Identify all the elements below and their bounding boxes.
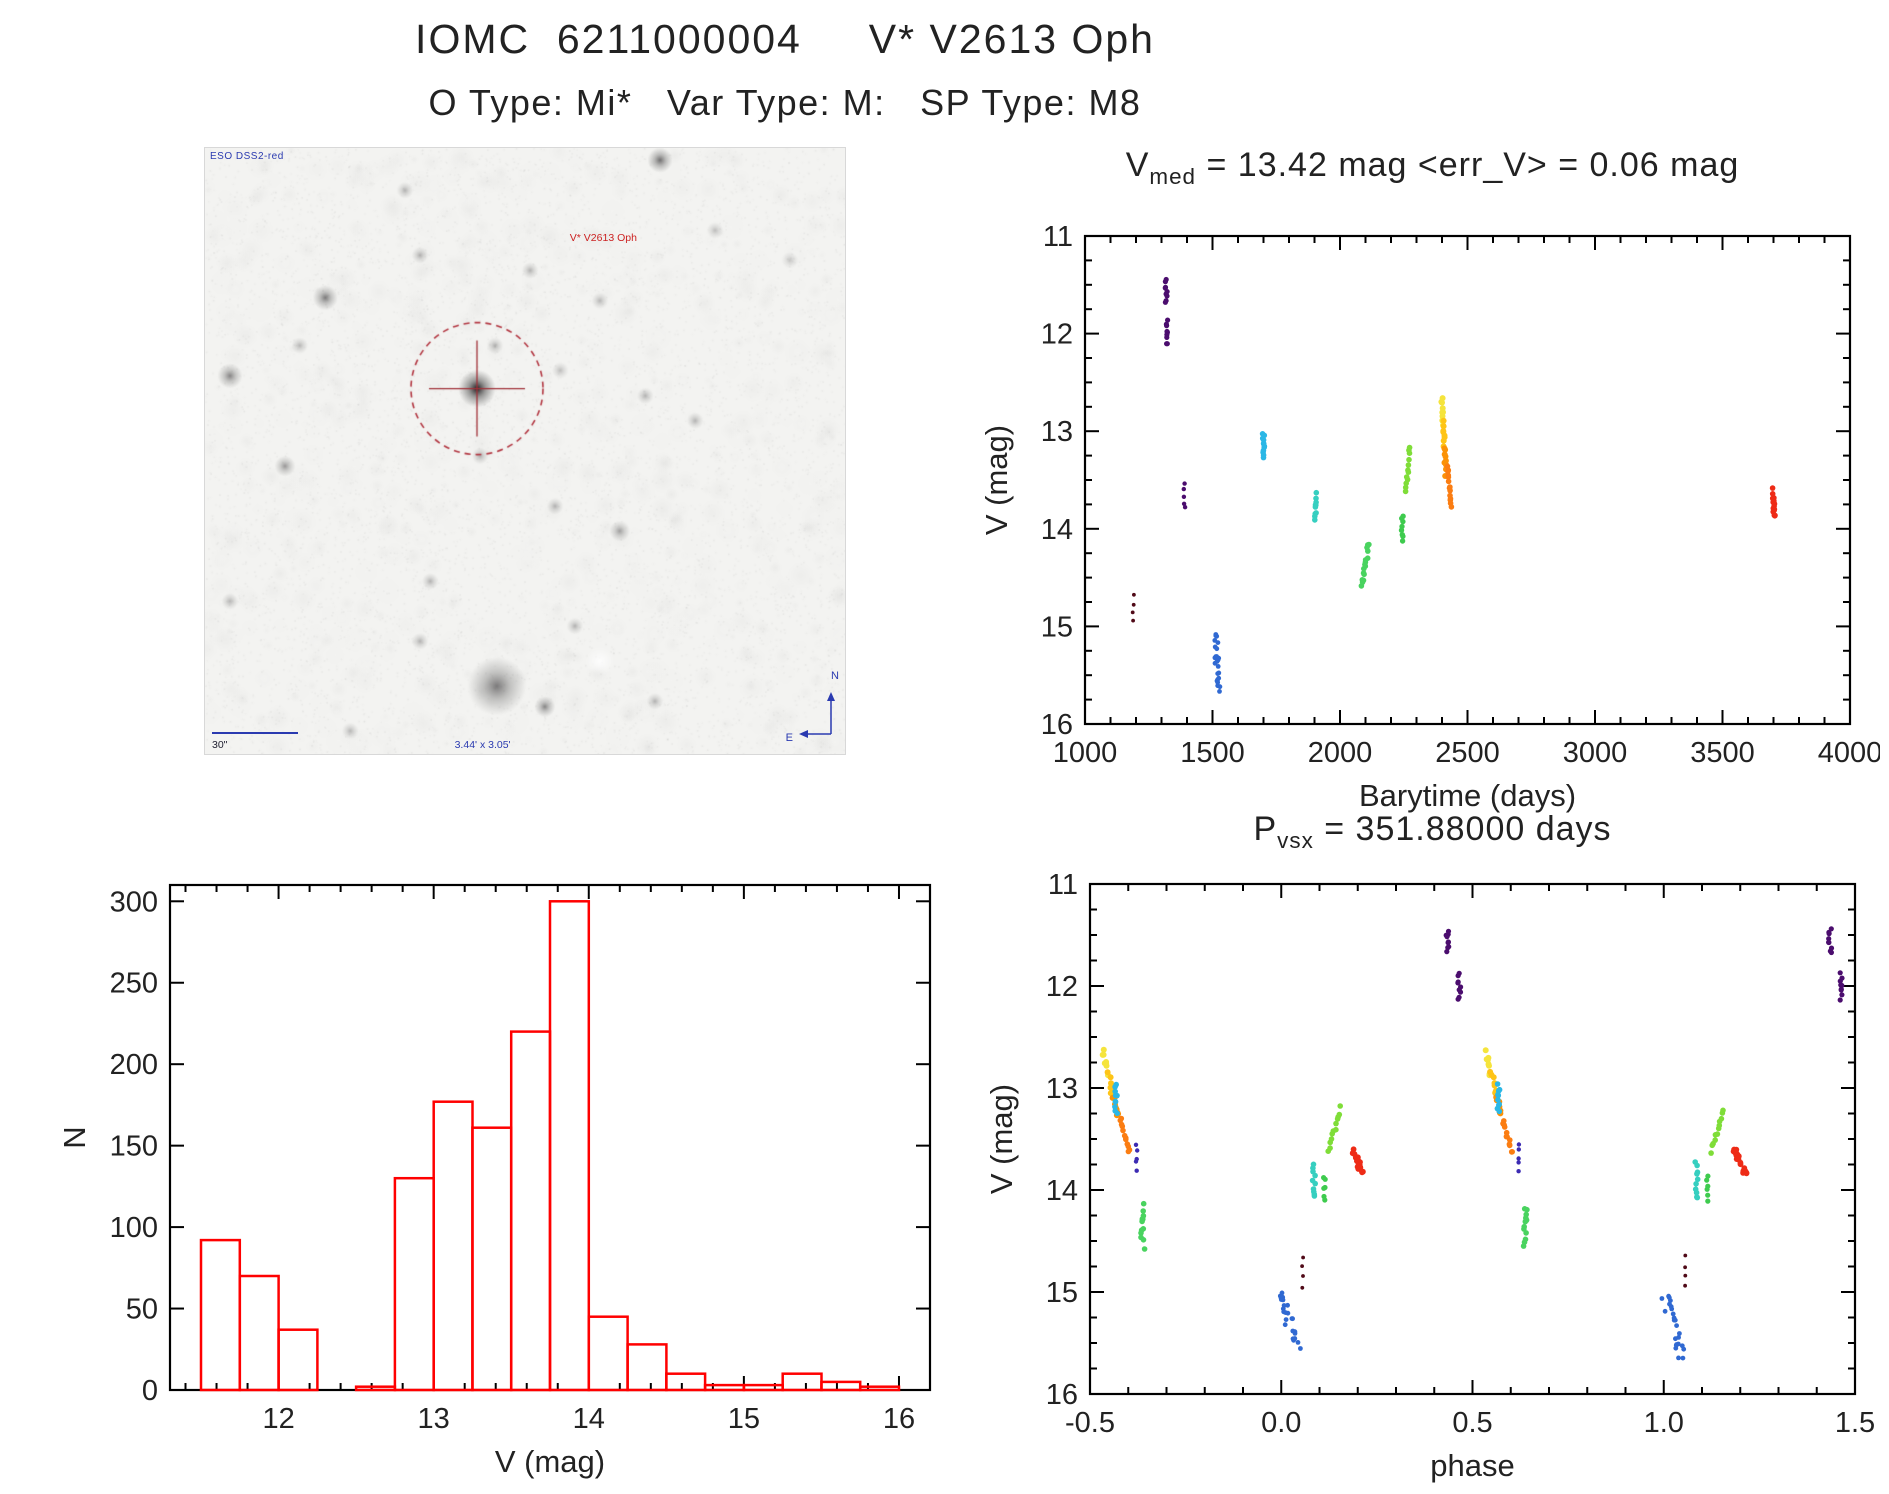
ph-title-base: P [1253,810,1278,848]
svg-text:1000: 1000 [1053,737,1118,769]
fov-label: 3.44' x 3.05' [454,738,511,751]
page-subtitle: O Type: Mi* Var Type: M: SP Type: M8 [428,82,1142,123]
svg-text:11: 11 [1043,221,1073,253]
svg-text:2000: 2000 [1308,737,1373,769]
svg-text:12: 12 [1041,319,1073,351]
sky-image: ESO DSS2-red V* V2613 Oph 30" 3.44' x 3.… [204,147,846,755]
svg-text:1.0: 1.0 [1644,1407,1684,1439]
compass-e-label: E [785,732,793,744]
lightcurve-title: Vmed = 13.42 mag <err_V> = 0.06 mag [985,146,1880,190]
svg-text:V (mag): V (mag) [985,425,1014,535]
lc-title-base: V [1125,146,1150,184]
star-label: V* V2613 Oph [569,231,637,244]
svg-text:0: 0 [142,1375,158,1407]
svg-text:phase: phase [1430,1448,1514,1483]
svg-text:0.0: 0.0 [1261,1407,1301,1439]
ph-title-rest: = 351.88000 days [1313,810,1612,848]
svg-text:200: 200 [110,1049,158,1081]
scale-label: 30" [212,738,228,751]
svg-text:-0.5: -0.5 [1065,1407,1115,1439]
svg-text:2500: 2500 [1435,737,1500,769]
lc-title-rest: = 13.42 mag <err_V> = 0.06 mag [1196,146,1740,184]
survey-label: ESO DSS2-red [210,151,284,162]
svg-text:14: 14 [1046,1175,1078,1207]
phase-plot: -0.5 0.0 0.5 1.0 1.5 11 12 13 14 15 16 phase V (mag) [985,869,1875,1483]
scale-bar [212,732,298,734]
ph-title-sub: vsx [1277,827,1314,853]
svg-text:14: 14 [573,1403,605,1435]
svg-text:13: 13 [1041,416,1073,448]
svg-text:13: 13 [418,1403,450,1435]
svg-text:50: 50 [126,1294,158,1326]
svg-text:Barytime (days): Barytime (days) [1359,778,1576,813]
svg-text:3500: 3500 [1690,737,1755,769]
svg-text:4000: 4000 [1818,737,1880,769]
svg-text:12: 12 [262,1403,294,1435]
lightcurve-plot: 1000 1500 2000 2500 3000 3500 4000 11 12 13 14 15 16… [985,221,1880,813]
svg-text:16: 16 [1041,709,1073,741]
histogram-plot: 12 13 14 15 16 0 50 100 150 200 250 300 V (mag) N [57,883,932,1479]
svg-text:0.5: 0.5 [1452,1407,1492,1439]
svg-text:14: 14 [1041,514,1073,546]
compass-icon [799,692,835,738]
svg-text:V (mag): V (mag) [495,1444,605,1479]
svg-text:13: 13 [1046,1073,1078,1105]
lc-title-sub: med [1149,163,1197,189]
svg-text:3000: 3000 [1563,737,1628,769]
svg-text:16: 16 [883,1403,915,1435]
svg-text:15: 15 [728,1403,760,1435]
svg-text:12: 12 [1046,971,1078,1003]
svg-text:150: 150 [110,1131,158,1163]
svg-text:250: 250 [110,968,158,1000]
svg-text:1.5: 1.5 [1835,1407,1875,1439]
sky-canvas [205,148,845,754]
phase-title: Pvsx = 351.88000 days [985,810,1880,854]
compass-n-label: N [831,670,839,682]
svg-text:1500: 1500 [1180,737,1245,769]
svg-text:15: 15 [1041,611,1073,643]
svg-text:300: 300 [110,886,158,918]
svg-text:11: 11 [1048,869,1078,901]
svg-text:15: 15 [1046,1277,1078,1309]
page-title: IOMC 6211000004 V* V2613 Oph [415,16,1155,62]
svg-text:16: 16 [1046,1379,1078,1411]
svg-text:V (mag): V (mag) [985,1084,1019,1194]
svg-text:N: N [57,1126,92,1148]
svg-text:100: 100 [110,1212,158,1244]
